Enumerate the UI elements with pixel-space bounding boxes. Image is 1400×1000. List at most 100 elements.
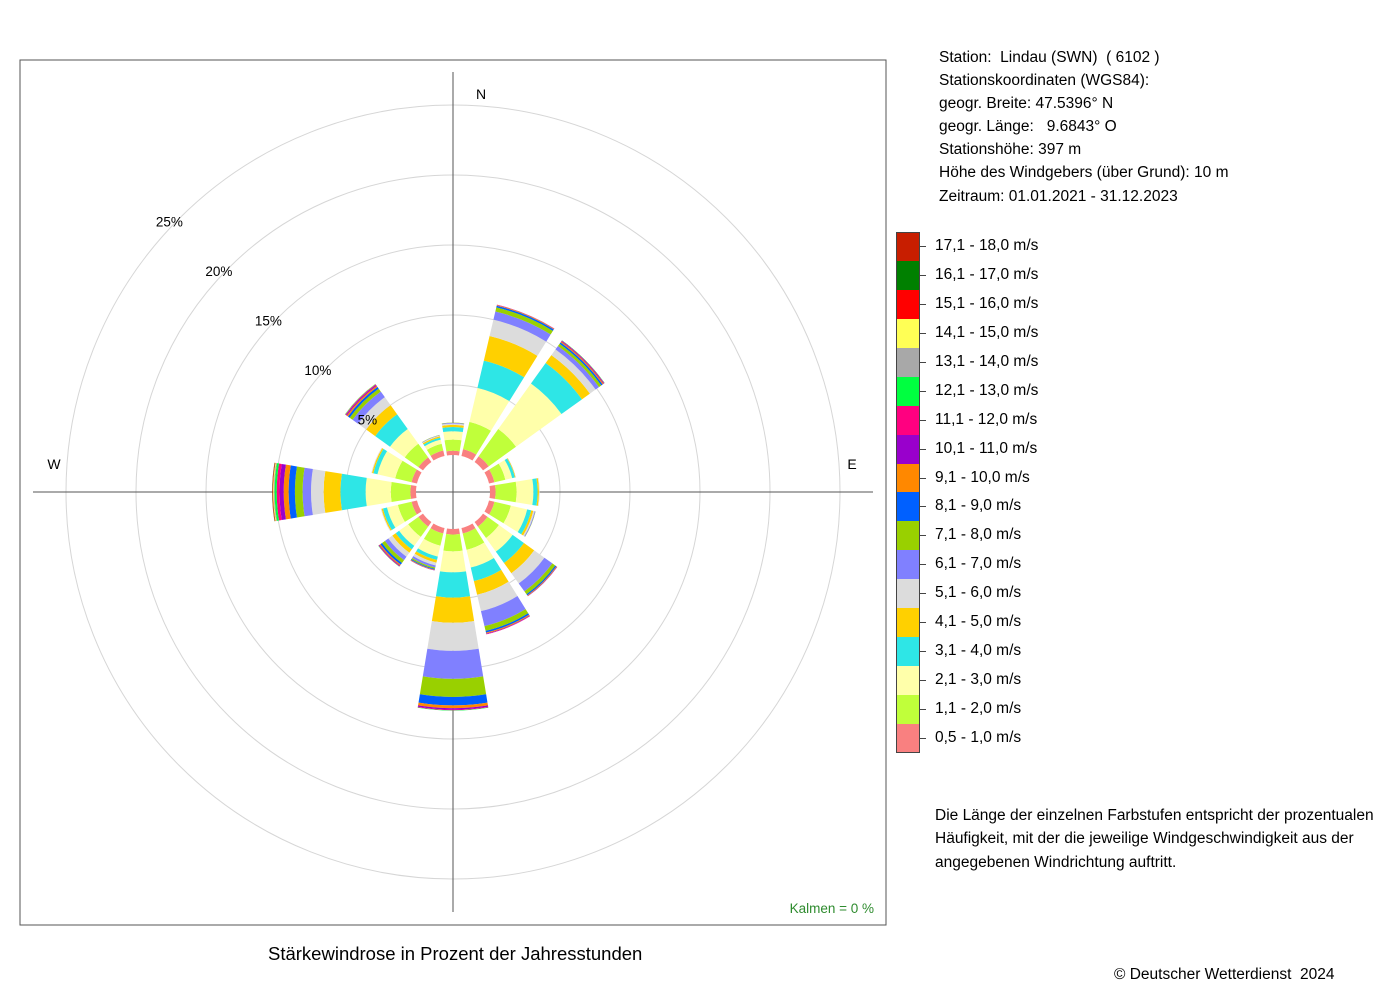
sector-segment-ese (523, 510, 535, 537)
sector-segment-s (418, 694, 488, 706)
legend-tick (920, 651, 926, 653)
legend-tick (920, 622, 926, 624)
sector-segment-ene (489, 463, 506, 483)
sector-segment-sse (480, 596, 526, 627)
sector-segment-nne (495, 307, 553, 335)
legend-swatch (896, 723, 920, 753)
sector-segment-ene (504, 458, 515, 479)
legend-swatch (896, 289, 920, 319)
sector-segment-ne (474, 456, 489, 471)
sector-segment-w (390, 481, 411, 503)
sector-segment-nnw (422, 436, 441, 445)
sector-segment-ssw (413, 553, 437, 566)
sector-segment-s (417, 706, 489, 711)
sector-segment-w (274, 463, 280, 521)
sector-segment-ssw (416, 548, 438, 561)
sector-segment-ssw (414, 551, 438, 563)
sector-segment-s (435, 571, 471, 598)
sector-segment-nw (418, 457, 432, 471)
sector-segment-n (442, 424, 464, 428)
legend-swatch (896, 232, 920, 261)
note-line: Die Länge der einzelnen Farbstufen entsp… (935, 807, 1374, 824)
sector-segment-w (272, 462, 276, 522)
legend-tick (920, 709, 926, 710)
sector-segment-n (443, 431, 463, 441)
ring-label: 15% (255, 313, 282, 328)
sector-segment-sw (395, 530, 415, 550)
legend-label: 4,1 - 5,0 m/s (935, 613, 1022, 631)
station-name: Station: Lindau (SWN) ( 6102 ) (939, 49, 1160, 66)
sector-segment-wnw (411, 469, 422, 484)
legend-swatch (896, 405, 920, 435)
sector-segment-n (441, 422, 465, 424)
sector-segment-w (302, 467, 313, 517)
legend-tick (920, 680, 926, 682)
sensor-height: Höhe des Windgebers (über Grund): 10 m (939, 164, 1229, 182)
legend-swatch (896, 666, 920, 695)
legend-swatch (896, 637, 920, 667)
sector-segment-sw (388, 535, 410, 557)
sector-segment-wsw (380, 508, 391, 532)
sector-segment-s (417, 705, 489, 710)
sector-segment-e (536, 478, 539, 506)
sector-segment-s (446, 528, 460, 535)
sector-segment-sw (408, 516, 429, 537)
legend-label: 13,1 - 14,0 m/s (935, 352, 1039, 370)
sector-segment-s (417, 707, 489, 711)
sector-segment-nne (469, 387, 510, 431)
sector-segment-nw (375, 414, 408, 447)
sector-segment-nw (345, 384, 377, 416)
sector-segment-w (272, 462, 276, 522)
time-period: Zeitraum: 01.01.2021 - 31.12.2023 (939, 187, 1178, 205)
sector-segment-nnw (424, 439, 442, 450)
sector-segment-sw (399, 524, 421, 546)
sector-segment-nnw (422, 435, 440, 443)
sector-segment-sw (418, 513, 432, 527)
legend-label: 1,1 - 2,0 m/s (935, 700, 1022, 717)
sector-segment-w (276, 463, 282, 521)
legend-tick (920, 737, 926, 739)
legend-label: 2,1 - 3,0 m/s (935, 671, 1022, 689)
legend-tick (920, 246, 926, 247)
sector-segment-s (431, 596, 475, 623)
sector-segment-nnw (423, 437, 441, 447)
ring-label: 25% (156, 214, 183, 229)
sector-segment-ne (559, 342, 603, 386)
sector-segment-s (422, 648, 484, 679)
station-latitude: geogr. Breite: 47.5396° N (939, 95, 1114, 113)
legend-tick (920, 506, 926, 508)
legend-swatch (896, 550, 920, 580)
sector-segment-nw (404, 443, 429, 468)
sector-segment-ene (507, 458, 516, 478)
sector-segment-ssw (412, 556, 436, 568)
sector-segment-nw (352, 391, 385, 424)
sector-segment-se (524, 563, 556, 595)
wind-rose-chart: 5% 10% 15% 20% 25% N E W Kalmen = 0 % (19, 59, 887, 926)
legend-swatch (896, 318, 920, 348)
sector-segment-nw (347, 386, 379, 418)
legend-tick (920, 564, 926, 566)
compass-label-n: N (476, 86, 486, 102)
sector-segment-sse (485, 614, 530, 634)
wind-sectors (272, 304, 605, 711)
legend-swatch (896, 579, 920, 609)
sector-segment-se (486, 525, 513, 552)
legend-label: 6,1 - 7,0 m/s (935, 555, 1022, 573)
sector-segment-wnw (371, 447, 383, 474)
sector-segment-nne (493, 311, 551, 342)
legend-tick (920, 477, 926, 479)
legend-label: 10,1 - 11,0 m/s (935, 439, 1038, 457)
legend-label: 14,1 - 15,0 m/s (935, 323, 1039, 341)
sector-segment-ese (521, 510, 534, 536)
legend-swatch (896, 434, 920, 464)
sector-segment-sw (380, 543, 402, 565)
legend-label: 15,1 - 16,0 m/s (935, 294, 1039, 312)
station-longitude: geogr. Länge: 9.6843° O (939, 118, 1117, 136)
sector-segment-w (323, 471, 342, 513)
sector-segment-sse (473, 569, 509, 595)
sector-segment-se (504, 543, 535, 574)
sector-segment-wsw (381, 508, 392, 531)
sector-segment-sw (384, 538, 407, 561)
sector-segment-wnw (395, 460, 417, 483)
chart-caption: Stärkewindrose in Prozent der Jahresstun… (268, 943, 643, 964)
